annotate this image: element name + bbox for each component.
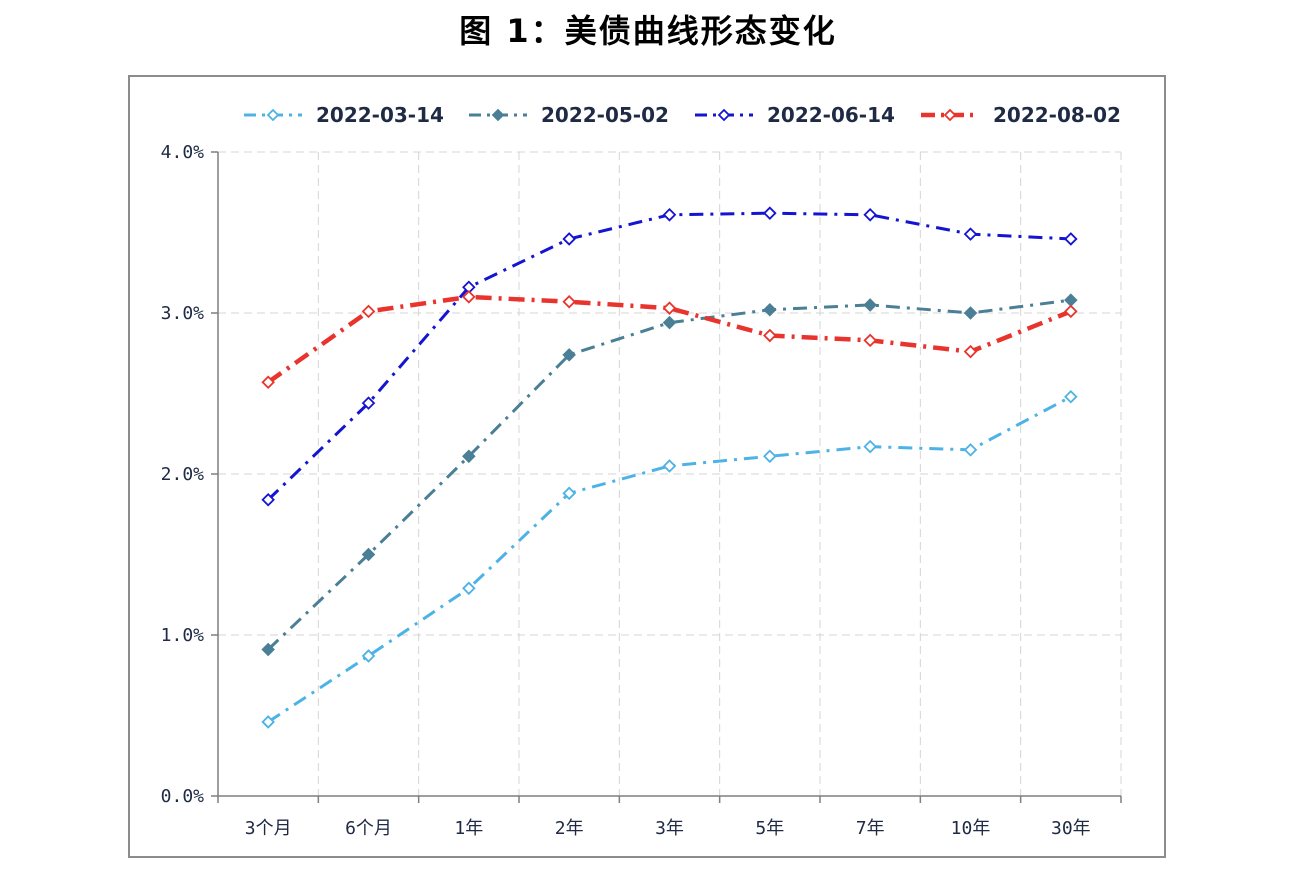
x-tick-label: 30年: [1051, 818, 1091, 839]
data-point: [963, 443, 978, 457]
legend-label: 2022-05-02: [541, 103, 669, 127]
data-point: [1064, 232, 1078, 246]
data-point: [361, 304, 376, 319]
data-point: [763, 449, 777, 464]
x-tick-label: 1年: [454, 818, 483, 839]
series-line: [267, 395, 1072, 724]
data-point: [963, 344, 978, 359]
data-point: [863, 439, 877, 454]
x-tick-label: 6个月: [345, 818, 392, 839]
data-point: [462, 449, 476, 464]
legend: 2022-03-14 2022-05-02 2022-06-14 2022-08-02: [244, 103, 1121, 127]
y-tick-label: 2.0%: [161, 464, 205, 485]
legend-swatch-marker: [266, 108, 280, 122]
data-point: [1064, 304, 1078, 319]
y-tick-label: 3.0%: [161, 303, 205, 324]
series-2022-06-14: [261, 206, 1078, 507]
x-tick-label: 5年: [755, 818, 784, 839]
legend-swatch-marker: [943, 108, 957, 122]
y-tick-label: 4.0%: [161, 142, 205, 163]
series-2022-05-02: [261, 293, 1078, 657]
data-point: [662, 315, 677, 330]
data-point: [963, 227, 978, 241]
y-tick-label: 1.0%: [161, 625, 205, 646]
x-tick-label: 3个月: [245, 818, 292, 839]
data-point: [361, 649, 376, 663]
data-point: [261, 715, 275, 729]
legend-item: 2022-03-14: [244, 103, 444, 127]
data-point: [863, 298, 877, 312]
data-point: [361, 547, 376, 562]
series-line: [266, 294, 1072, 385]
x-tick-label: 7年: [856, 818, 885, 839]
legend-label: 2022-03-14: [316, 103, 444, 127]
data-point: [662, 301, 677, 315]
data-point: [562, 486, 576, 501]
series-layer: [261, 206, 1078, 729]
data-point: [462, 581, 476, 596]
legend-swatch-marker: [717, 108, 731, 122]
data-point: [863, 208, 877, 222]
x-tick-label: 3年: [655, 818, 684, 839]
data-point: [562, 348, 576, 362]
legend-item: 2022-08-02: [921, 103, 1121, 127]
data-point: [763, 303, 777, 317]
series-2022-03-14: [261, 389, 1078, 729]
chart-frame: [128, 75, 1166, 858]
data-point: [261, 642, 275, 657]
data-point: [662, 459, 677, 473]
axes: 0.0% 1.0% 2.0% 3.0% 4.0% 3个月 6个月 1年 2年 3年 5年 7年 10年 3…: [161, 142, 1122, 839]
data-point: [261, 492, 275, 507]
legend-label: 2022-08-02: [993, 103, 1121, 127]
data-point: [462, 290, 476, 304]
series-2022-08-02: [261, 290, 1078, 390]
data-point: [963, 306, 978, 320]
legend-swatch-marker: [491, 108, 505, 122]
data-point: [863, 333, 877, 348]
legend-item: 2022-05-02: [469, 103, 669, 127]
data-point: [361, 396, 376, 410]
data-point: [562, 232, 576, 246]
data-point: [763, 206, 777, 220]
x-tick-label: 10年: [951, 818, 991, 839]
chart-title: 图 1：美债曲线形态变化: [459, 12, 837, 50]
data-point: [261, 375, 275, 390]
y-tick-label: 0.0%: [161, 786, 205, 807]
x-tick-label: 2年: [555, 818, 584, 839]
data-point: [1064, 389, 1078, 404]
data-point: [662, 208, 677, 222]
data-point: [763, 328, 777, 343]
legend-label: 2022-06-14: [767, 103, 895, 127]
data-point: [562, 294, 576, 309]
legend-item: 2022-06-14: [695, 103, 895, 127]
